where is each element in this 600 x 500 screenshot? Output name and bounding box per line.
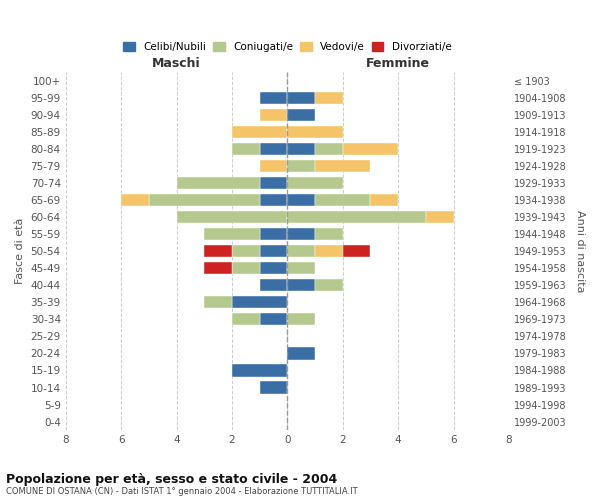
Bar	[315, 160, 370, 172]
Bar	[287, 177, 343, 189]
Bar	[315, 142, 343, 155]
Bar	[121, 194, 149, 206]
Bar	[315, 245, 343, 258]
Bar	[287, 108, 315, 121]
Bar	[343, 245, 370, 258]
Bar	[315, 228, 343, 240]
Bar	[260, 228, 287, 240]
Bar	[176, 211, 287, 223]
Bar	[176, 177, 260, 189]
Bar	[287, 194, 315, 206]
Bar	[232, 262, 260, 274]
Bar	[232, 245, 260, 258]
Text: Maschi: Maschi	[152, 56, 201, 70]
Bar	[260, 245, 287, 258]
Bar	[287, 262, 315, 274]
Bar	[260, 177, 287, 189]
Bar	[260, 92, 287, 104]
Bar	[287, 211, 426, 223]
Bar	[232, 313, 260, 326]
Bar	[287, 279, 315, 291]
Bar	[232, 296, 287, 308]
Bar	[315, 279, 343, 291]
Bar	[232, 126, 287, 138]
Bar	[260, 279, 287, 291]
Bar	[260, 194, 287, 206]
Bar	[315, 194, 370, 206]
Bar	[426, 211, 454, 223]
Bar	[204, 228, 260, 240]
Bar	[287, 160, 315, 172]
Bar	[287, 228, 315, 240]
Bar	[260, 160, 287, 172]
Bar	[204, 296, 232, 308]
Text: Popolazione per età, sesso e stato civile - 2004: Popolazione per età, sesso e stato civil…	[6, 472, 337, 486]
Bar	[149, 194, 260, 206]
Bar	[315, 92, 343, 104]
Legend: Celibi/Nubili, Coniugati/e, Vedovi/e, Divorziati/e: Celibi/Nubili, Coniugati/e, Vedovi/e, Di…	[119, 38, 456, 56]
Bar	[204, 262, 232, 274]
Bar	[287, 92, 315, 104]
Bar	[287, 142, 315, 155]
Y-axis label: Anni di nascita: Anni di nascita	[575, 210, 585, 292]
Bar	[343, 142, 398, 155]
Bar	[287, 313, 315, 326]
Bar	[260, 142, 287, 155]
Bar	[260, 108, 287, 121]
Bar	[260, 382, 287, 394]
Bar	[232, 364, 287, 376]
Y-axis label: Fasce di età: Fasce di età	[15, 218, 25, 284]
Bar	[232, 142, 260, 155]
Bar	[370, 194, 398, 206]
Text: COMUNE DI OSTANA (CN) - Dati ISTAT 1° gennaio 2004 - Elaborazione TUTTITALIA.IT: COMUNE DI OSTANA (CN) - Dati ISTAT 1° ge…	[6, 488, 358, 496]
Text: Femmine: Femmine	[366, 56, 430, 70]
Bar	[260, 262, 287, 274]
Bar	[287, 245, 315, 258]
Bar	[204, 245, 232, 258]
Bar	[287, 126, 343, 138]
Bar	[260, 313, 287, 326]
Bar	[287, 348, 315, 360]
